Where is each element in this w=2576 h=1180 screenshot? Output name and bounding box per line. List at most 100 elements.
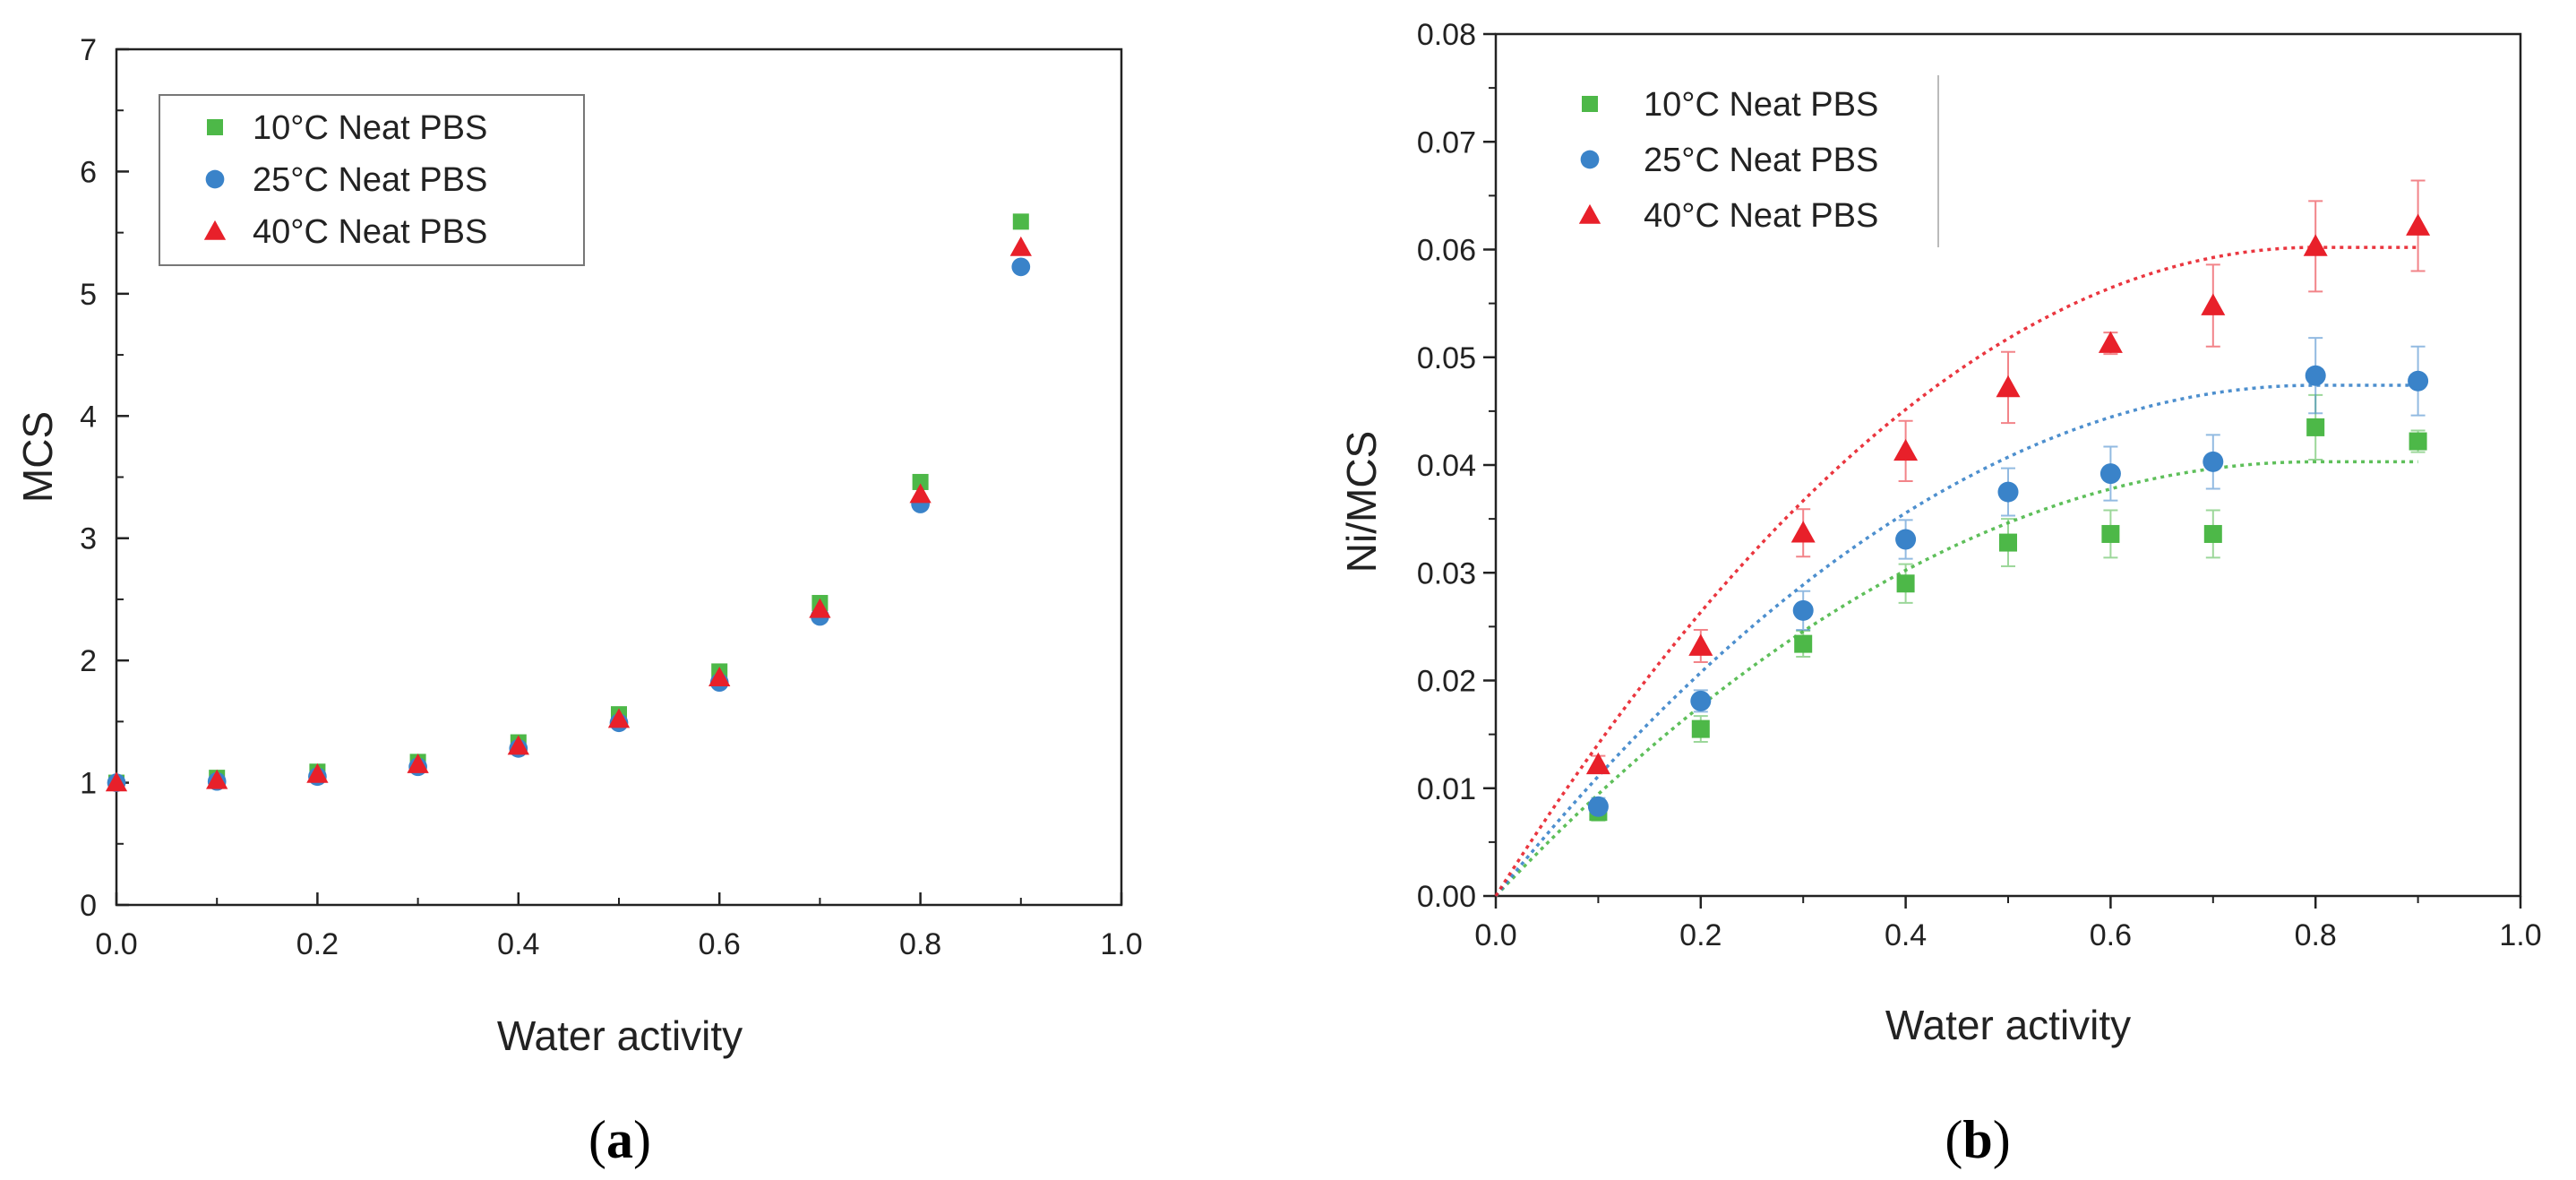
y-tick-label: 5 bbox=[80, 278, 97, 312]
panel-b-chart: 0.0 0.2 0.4 0.6 0.8 1.0 0.00 0.01 0.02 0.03 0.04 0… bbox=[1338, 18, 2542, 1169]
point-10c bbox=[1691, 719, 1710, 738]
legend: 10°C Neat PBS 25°C Neat PBS 40°C Neat PB… bbox=[1578, 75, 1939, 247]
point-40c bbox=[607, 708, 631, 728]
point-40c bbox=[1790, 521, 1816, 543]
point-40c bbox=[809, 598, 831, 618]
y-tick-label: 3 bbox=[80, 522, 97, 556]
legend-symbol bbox=[203, 220, 227, 240]
legend-label-40c: 40°C Neat PBS bbox=[253, 213, 487, 251]
x-tick-label: 0.6 bbox=[699, 927, 741, 961]
caption-a: (a) bbox=[588, 1110, 651, 1169]
point-10c bbox=[2101, 524, 2120, 543]
x-axis-label: Water activity bbox=[1885, 1002, 2131, 1048]
point-40c bbox=[105, 771, 128, 792]
x-tick-label: 0.0 bbox=[95, 927, 137, 961]
legend-marker-10c bbox=[1582, 96, 1598, 112]
point-40c bbox=[2201, 293, 2226, 315]
caption-b: (b) bbox=[1945, 1110, 2010, 1169]
point-25c bbox=[1997, 481, 2019, 503]
y-tick-label: 1 bbox=[80, 767, 97, 801]
legend-symbol bbox=[1582, 96, 1598, 112]
legend-marker-40c bbox=[1578, 203, 1601, 224]
legend-label-25c: 25°C Neat PBS bbox=[253, 161, 487, 199]
point-10c bbox=[1999, 533, 2017, 552]
x-tick-label: 0.4 bbox=[497, 927, 539, 961]
point-10c bbox=[912, 473, 929, 490]
y-tick-label: 4 bbox=[80, 400, 97, 434]
x-tick-label: 1.0 bbox=[1100, 927, 1142, 961]
legend: 10°C Neat PBS 25°C Neat PBS 40°C Neat PB… bbox=[159, 94, 585, 266]
point-40c bbox=[2098, 331, 2123, 353]
legend-label-10c: 10°C Neat PBS bbox=[1644, 86, 1878, 124]
point-40c bbox=[1996, 375, 2021, 398]
fit-curve-10c bbox=[1494, 460, 2418, 898]
point-25c bbox=[1690, 690, 1712, 711]
x-tick-label: 0.0 bbox=[1474, 918, 1516, 952]
legend-box bbox=[159, 94, 585, 266]
point-25c bbox=[2408, 370, 2429, 392]
y-tick-label: 7 bbox=[80, 33, 97, 67]
point-40c bbox=[407, 753, 429, 773]
point-40c bbox=[1893, 438, 1919, 461]
x-tick-label: 0.4 bbox=[1885, 918, 1927, 952]
y-tick-label: 0.08 bbox=[1417, 18, 1476, 52]
point-25c bbox=[1792, 599, 1814, 621]
point-40c bbox=[2406, 213, 2431, 236]
legend-marker-40c bbox=[203, 220, 227, 240]
point-40c bbox=[507, 735, 529, 755]
legend-marker-10c bbox=[207, 119, 223, 135]
legend-symbol bbox=[1580, 150, 1600, 169]
legend-label-25c: 25°C Neat PBS bbox=[1644, 142, 1878, 179]
panel-a-chart: 0.0 0.2 0.4 0.6 0.8 1.0 0 1 2 3 4 5 6 7 Water activi… bbox=[14, 33, 1143, 1169]
x-tick-label: 1.0 bbox=[2499, 918, 2541, 952]
legend-marker-25c bbox=[1580, 150, 1600, 169]
y-tick-label: 0.02 bbox=[1417, 665, 1476, 699]
y-axis-label: MCS bbox=[14, 411, 61, 503]
y-tick-label: 0.04 bbox=[1417, 449, 1476, 483]
y-tick-label: 0.06 bbox=[1417, 234, 1476, 268]
x-axis-label: Water activity bbox=[497, 1012, 743, 1059]
legend-label-40c: 40°C Neat PBS bbox=[1644, 197, 1878, 235]
point-40c bbox=[1585, 752, 1610, 775]
point-10c bbox=[1012, 213, 1029, 230]
point-25c bbox=[2099, 463, 2121, 485]
point-10c bbox=[1896, 574, 1915, 593]
y-tick-label: 0.05 bbox=[1417, 341, 1476, 375]
fit-curve-40c bbox=[1494, 245, 2418, 897]
x-tick-label: 0.6 bbox=[2090, 918, 2132, 952]
point-25c bbox=[2305, 365, 2326, 386]
legend-symbol bbox=[205, 169, 225, 189]
point-40c bbox=[206, 769, 228, 789]
point-40c bbox=[306, 762, 329, 783]
legend-symbol bbox=[207, 119, 223, 135]
point-40c bbox=[909, 483, 932, 504]
point-25c bbox=[1587, 796, 1609, 817]
x-tick-label: 0.8 bbox=[899, 927, 941, 961]
legend-label-10c: 10°C Neat PBS bbox=[253, 109, 487, 147]
fit-curve-25c bbox=[1494, 383, 2418, 898]
y-tick-label: 0.03 bbox=[1417, 556, 1476, 590]
y-tick-label: 0 bbox=[80, 889, 97, 923]
point-40c bbox=[708, 667, 731, 686]
point-25c bbox=[1895, 529, 1917, 550]
point-10c bbox=[2306, 418, 2325, 436]
y-tick-label: 2 bbox=[80, 644, 97, 678]
legend-symbol bbox=[1578, 203, 1601, 224]
point-25c bbox=[1011, 257, 1031, 277]
y-tick-label: 6 bbox=[80, 155, 97, 189]
point-25c bbox=[2202, 451, 2224, 472]
y-tick-label: 0.00 bbox=[1417, 880, 1476, 914]
y-tick-label: 0.01 bbox=[1417, 772, 1476, 806]
x-tick-label: 0.2 bbox=[296, 927, 339, 961]
point-10c bbox=[2203, 524, 2222, 543]
point-40c bbox=[2303, 234, 2328, 256]
legend-marker-25c bbox=[205, 169, 225, 189]
point-10c bbox=[2409, 432, 2427, 451]
y-tick-label: 0.07 bbox=[1417, 125, 1476, 159]
x-tick-label: 0.2 bbox=[1679, 918, 1722, 952]
point-40c bbox=[1688, 633, 1713, 656]
point-10c bbox=[1794, 634, 1813, 653]
x-tick-label: 0.8 bbox=[2295, 918, 2337, 952]
y-axis-label: Ni/MCS bbox=[1338, 431, 1385, 573]
